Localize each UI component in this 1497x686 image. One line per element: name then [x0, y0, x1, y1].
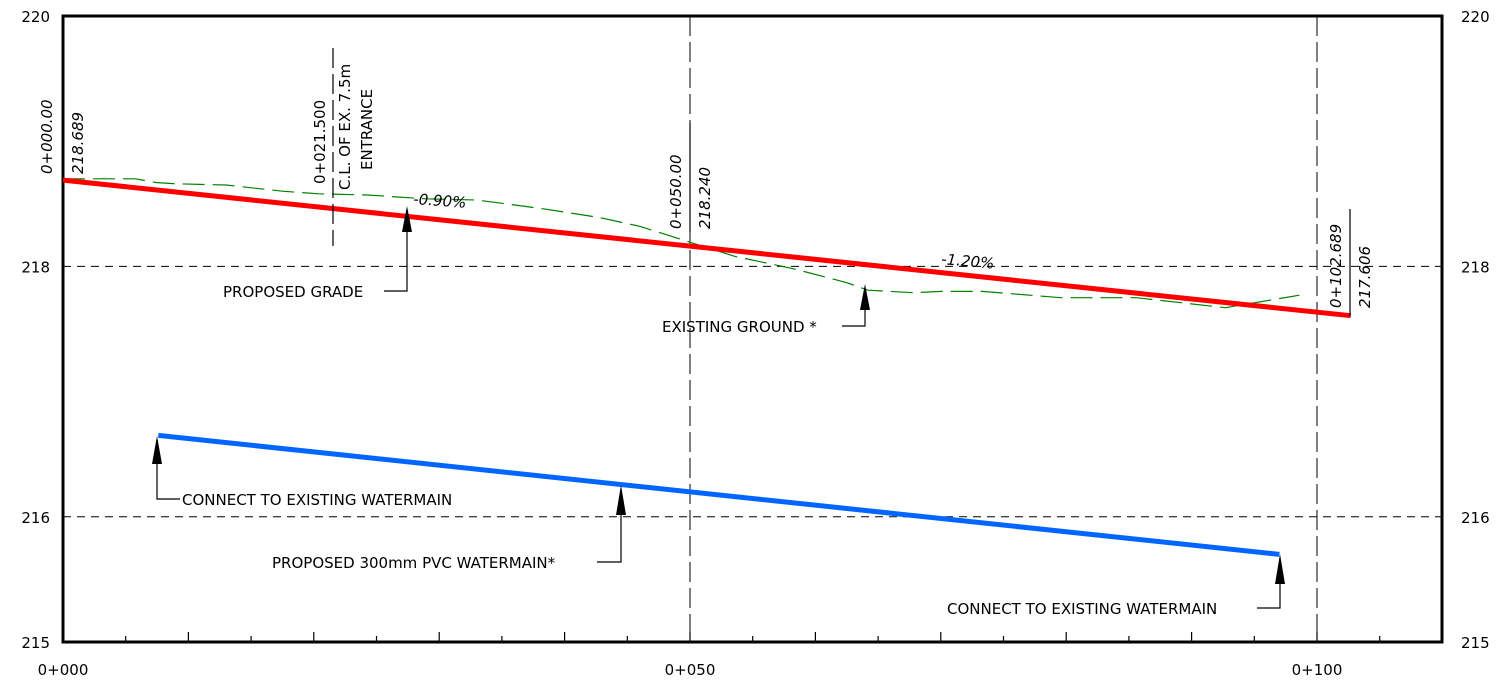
station-mid-elevation: 218.240 — [696, 167, 714, 229]
y-tick-label-right: 220 — [1461, 8, 1490, 26]
grid — [63, 16, 1442, 642]
entrance-label: 0+021.500 C.L. OF EX. 7.5m ENTRANCE — [311, 48, 376, 246]
y-tick-label-right: 216 — [1461, 509, 1490, 527]
station-end-label: 0+102.689 217.606 — [1327, 209, 1374, 316]
y-tick-label-left: 218 — [21, 258, 50, 276]
y-tick-label-left: 220 — [21, 8, 50, 26]
station-start-elevation: 218.689 — [69, 112, 87, 174]
proposed-grade-text: PROPOSED GRADE — [223, 283, 363, 301]
slope-label-1: -0.90% — [413, 190, 467, 212]
arrow-up-icon — [402, 206, 412, 232]
entrance-line2: ENTRANCE — [358, 89, 376, 170]
x-tick-labels: 0+000 0+050 0+100 — [38, 661, 1343, 679]
existing-ground-line — [63, 178, 1300, 309]
station-mid-chainage: 0+050.00 — [667, 154, 685, 229]
x-tick-label: 0+100 — [1292, 661, 1343, 679]
station-end-elevation: 217.606 — [1356, 246, 1374, 308]
entrance-line1: C.L. OF EX. 7.5m — [336, 64, 354, 190]
watermain-callout: PROPOSED 300mm PVC WATERMAIN* — [272, 485, 626, 572]
watermain-text: PROPOSED 300mm PVC WATERMAIN* — [272, 554, 556, 572]
y-tick-label-left: 215 — [21, 634, 50, 652]
y-tick-label-right: 215 — [1461, 634, 1490, 652]
connect-right-text: CONNECT TO EXISTING WATERMAIN — [947, 600, 1217, 618]
existing-ground-text: EXISTING GROUND * — [662, 318, 817, 336]
arrow-up-icon — [616, 485, 626, 515]
arrow-up-icon — [1275, 554, 1285, 584]
arrow-up-icon — [860, 284, 870, 310]
station-end-chainage: 0+102.689 — [1327, 224, 1345, 308]
proposed-watermain-line — [158, 432, 1280, 557]
arrow-up-icon — [152, 436, 162, 464]
connect-left-text: CONNECT TO EXISTING WATERMAIN — [182, 491, 452, 509]
slope-label-2: -1.20% — [941, 250, 995, 273]
y-tick-labels-left: 215 216 218 220 — [21, 8, 50, 652]
proposed-grade-line — [62, 177, 1351, 319]
x-tick-label: 0+050 — [665, 661, 716, 679]
proposed-grade-callout: PROPOSED GRADE — [223, 206, 412, 301]
y-tick-label-right: 218 — [1461, 258, 1490, 276]
station-start-chainage: 0+000.00 — [38, 99, 56, 174]
station-mid-label: 0+050.00 218.240 — [667, 123, 714, 232]
entrance-chainage: 0+021.500 — [311, 100, 329, 184]
connect-right-callout: CONNECT TO EXISTING WATERMAIN — [947, 554, 1285, 618]
y-tick-labels-right: 215 216 218 220 — [1461, 8, 1490, 652]
station-start-label: 0+000.00 218.689 — [38, 99, 87, 174]
x-tick-label: 0+000 — [38, 661, 89, 679]
connect-left-callout: CONNECT TO EXISTING WATERMAIN — [152, 436, 452, 509]
existing-ground-callout: EXISTING GROUND * — [662, 284, 870, 336]
y-tick-label-left: 216 — [21, 509, 50, 527]
x-minor-ticks — [62, 632, 1381, 642]
